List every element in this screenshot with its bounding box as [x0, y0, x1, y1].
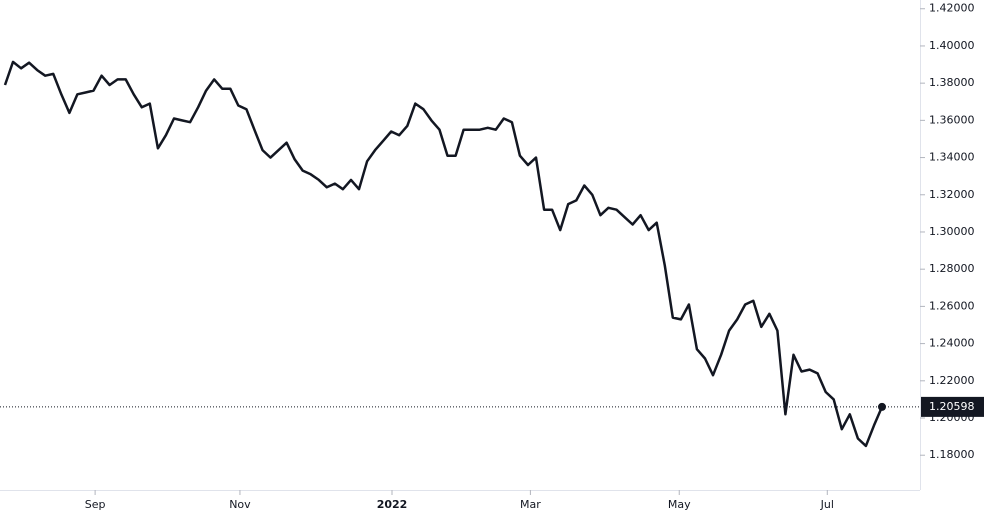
last-price-box — [921, 396, 984, 417]
x-tick-label: Mar — [520, 498, 541, 511]
y-tick-label: 1.24000 — [929, 337, 975, 350]
price-line — [3, 60, 884, 448]
y-tick-label: 1.36000 — [929, 113, 975, 126]
y-tick-label: 1.40000 — [929, 39, 975, 52]
x-tick-label: Sep — [85, 498, 106, 511]
last-point — [878, 402, 886, 411]
y-tick-label: 1.22000 — [929, 374, 975, 387]
y-tick-label: 1.38000 — [929, 76, 975, 89]
y-tick-label: 1.30000 — [929, 225, 975, 238]
y-tick-label: 1.18000 — [929, 448, 975, 461]
y-tick-label: 1.42000 — [929, 2, 975, 15]
x-tick-label: May — [668, 498, 691, 511]
y-tick-label: 1.26000 — [929, 299, 975, 312]
y-tick-label: 1.34000 — [929, 151, 975, 164]
last-price-label: 1.20598 — [929, 400, 975, 413]
y-tick-label: 1.28000 — [929, 262, 975, 275]
x-tick-label: 2022 — [377, 498, 408, 511]
x-tick-label: Nov — [229, 498, 251, 511]
y-tick-label: 1.32000 — [929, 188, 975, 201]
x-tick-label: Jul — [820, 498, 834, 511]
